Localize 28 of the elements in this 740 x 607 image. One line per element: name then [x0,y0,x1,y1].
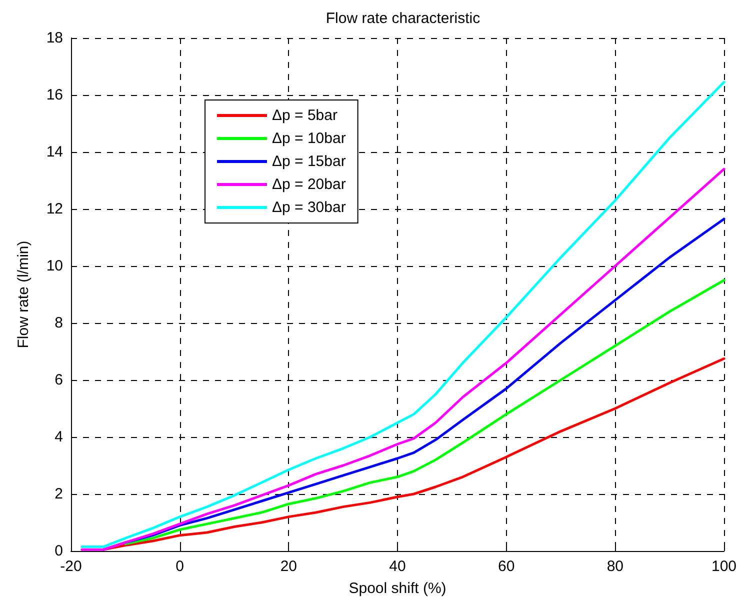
line-series [80,80,726,548]
y-tick-label: 18 [46,30,63,46]
y-tick-label: 2 [54,486,63,502]
y-tick-label: 4 [54,428,63,446]
y-axis-title: Flow rate (l/min) [15,240,32,348]
y-tick-label: 10 [46,258,63,274]
x-tick-label: 80 [606,558,624,575]
line-series [124,279,726,546]
x-axis-title: Spool shift (%) [348,580,446,597]
y-tick-label: 0 [54,542,63,560]
x-tick-label: -20 [60,558,82,575]
y-tick-label: 12 [46,200,63,218]
x-tick-label: 40 [389,558,406,575]
x-tick-label: 60 [498,558,515,575]
x-tick-label: 0 [176,558,184,575]
y-tick-label: 14 [46,144,63,160]
y-tick-label: 6 [54,372,63,388]
x-tick-label: 100 [711,558,737,575]
legend-label: Δp = 5bar [272,107,338,124]
legend-label: Δp = 15bar [272,153,346,170]
legend-label: Δp = 20bar [272,176,346,193]
legend-label: Δp = 30bar [272,199,346,216]
chart-title: Flow rate characteristic [326,10,481,27]
legend-label: Δp = 10bar [272,130,346,147]
line-series [80,168,726,551]
y-tick-label: 8 [54,314,63,332]
x-tick-label: 20 [280,558,298,575]
y-tick-label: 16 [46,86,63,104]
